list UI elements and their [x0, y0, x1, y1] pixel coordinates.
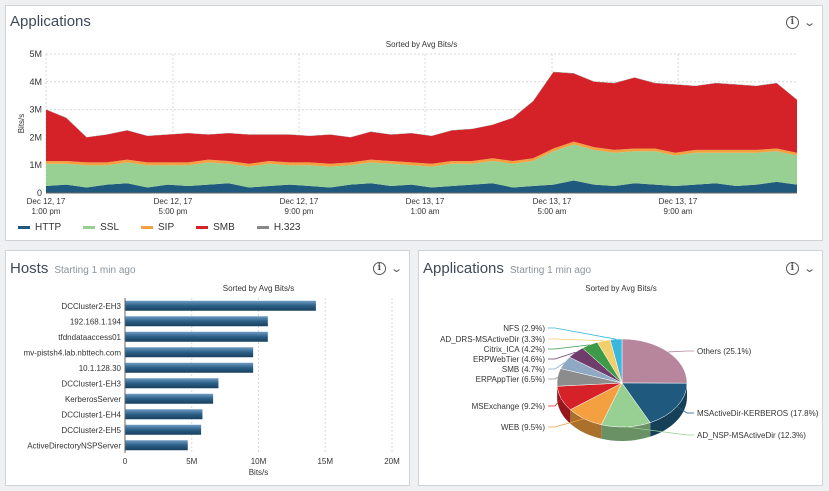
x-tick-label: Dec 13, 17 — [659, 197, 698, 206]
chevron-down-icon[interactable]: ⌄ — [802, 17, 816, 29]
x-tick-label: Dec 12, 17 — [154, 197, 193, 206]
panel-title-text: Hosts — [10, 260, 49, 277]
x-tick-label: Dec 13, 17 — [406, 197, 445, 206]
info-icon[interactable]: i — [372, 262, 386, 275]
info-icon[interactable]: i — [785, 262, 799, 275]
y-tick-label: 4M — [29, 77, 42, 87]
y-axis-label: Bits/s — [17, 114, 26, 134]
panel-controls: i ⌄ — [785, 262, 816, 275]
x-tick-label: Dec 12, 17 — [27, 197, 66, 206]
area-series-ssl — [46, 144, 797, 188]
legend-label: SIP — [158, 222, 175, 233]
x-tick-label: Dec 13, 17 — [533, 197, 572, 206]
panel-controls: i ⌄ — [785, 16, 816, 29]
y-tick-label: 1M — [29, 160, 42, 170]
x-tick-label: Dec 12, 17 — [280, 197, 319, 206]
y-tick-label: 0 — [37, 188, 42, 198]
legend-label: SSL — [100, 222, 120, 233]
panel-controls: i ⌄ — [372, 262, 403, 275]
area-series-http — [46, 180, 797, 193]
chevron-down-icon[interactable]: ⌄ — [802, 263, 816, 275]
legend-swatch — [83, 226, 96, 229]
chart-title: Sorted by Avg Bits/s — [386, 40, 457, 49]
legend-swatch — [196, 226, 209, 229]
panel-subtitle: Starting 1 min ago — [54, 265, 136, 276]
legend-item[interactable]: SMB — [196, 222, 235, 233]
area-legend: HTTP SSL SIP SMB H.323 — [18, 222, 301, 233]
legend-swatch — [141, 226, 154, 229]
legend-swatch — [256, 226, 269, 229]
x-tick-label: 5:00 pm — [159, 207, 188, 216]
area-chart: Sorted by Avg Bits/s 0 1M 2M 3M 4M 5M Bits/s Dec… — [17, 40, 797, 216]
legend-item[interactable]: H.323 — [256, 222, 301, 233]
area-series-smb — [46, 72, 797, 164]
x-tick-label: 9:00 pm — [285, 207, 314, 216]
y-tick-label: 2M — [29, 132, 42, 142]
chevron-down-icon[interactable]: ⌄ — [389, 263, 403, 275]
legend-label: HTTP — [35, 222, 62, 233]
legend-item[interactable]: SIP — [141, 222, 174, 233]
x-tick-label: 1:00 pm — [32, 207, 61, 216]
panel-title: Applications Starting 1 min ago — [423, 260, 591, 277]
applications-pie-panel: Applications Starting 1 min ago i ⌄ — [418, 250, 823, 486]
legend-label: SMB — [213, 222, 235, 233]
panel-title: Hosts Starting 1 min ago — [10, 260, 136, 277]
legend-label: H.323 — [273, 222, 301, 233]
x-tick-label: 1:00 am — [411, 207, 440, 216]
x-tick-label: 5:00 am — [538, 207, 567, 216]
legend-item[interactable]: SSL — [83, 222, 119, 233]
panel-title-text: Applications — [423, 260, 504, 277]
legend-swatch — [18, 226, 30, 229]
y-tick-label: 5M — [29, 49, 42, 59]
y-tick-label: 3M — [29, 105, 42, 115]
x-tick-label: 9:00 am — [664, 207, 693, 216]
info-icon[interactable]: i — [785, 16, 799, 29]
hosts-panel: Hosts Starting 1 min ago i ⌄ — [5, 250, 410, 486]
panel-title: Applications — [10, 13, 91, 30]
panel-subtitle: Starting 1 min ago — [509, 265, 592, 276]
legend-item[interactable]: HTTP — [18, 222, 61, 233]
